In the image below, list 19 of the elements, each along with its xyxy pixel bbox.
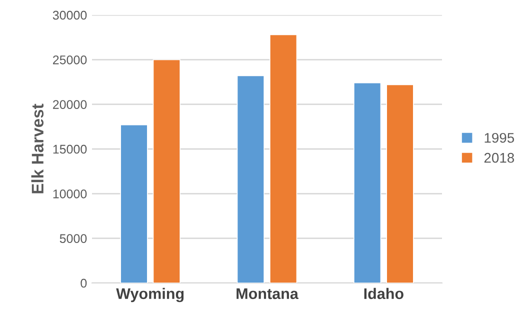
- bar: [236, 75, 265, 283]
- y-tick-label: 30000: [52, 10, 87, 20]
- y-tick-label: 25000: [53, 55, 87, 64]
- legend-label: 1995: [484, 132, 514, 143]
- y-tick-label: 15000: [53, 144, 87, 154]
- x-tick-label: Idaho: [364, 288, 404, 300]
- y-tick-label: 5000: [60, 234, 87, 243]
- y-tick-label: 0: [80, 278, 87, 288]
- legend-label: 2018: [484, 152, 514, 163]
- bar: [386, 84, 414, 283]
- bar: [269, 34, 298, 283]
- x-tick-label: Wyoming: [116, 288, 184, 302]
- bar: [152, 59, 181, 283]
- bar: [353, 82, 382, 283]
- x-tick-label: Montana: [236, 288, 298, 300]
- y-tick-label: 20000: [53, 100, 87, 109]
- y-tick-label: 10000: [53, 189, 87, 198]
- bar: [120, 124, 148, 283]
- y-axis-title: Elk Harvest: [31, 104, 44, 194]
